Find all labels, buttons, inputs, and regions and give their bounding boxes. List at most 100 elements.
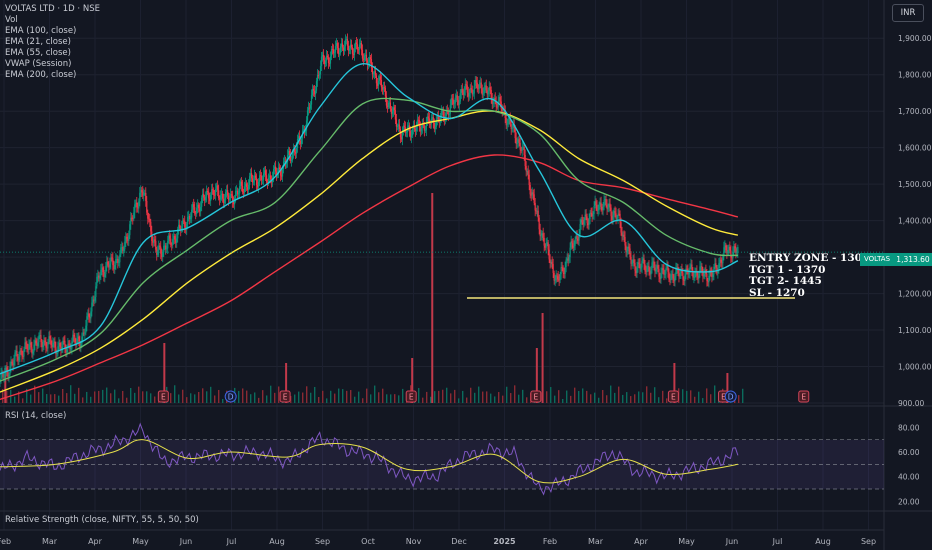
- candle-body: [143, 193, 145, 196]
- volume-bar: [570, 395, 572, 403]
- candle-body: [673, 278, 675, 282]
- volume-bar: [254, 392, 256, 403]
- currency-button[interactable]: INR: [892, 4, 924, 22]
- candle-body: [88, 313, 90, 318]
- volume-bar: [274, 392, 276, 403]
- candle-body: [105, 265, 107, 275]
- volume-bar: [586, 390, 588, 403]
- volume-bar: [638, 391, 640, 403]
- volume-bar: [566, 390, 568, 403]
- price-axis[interactable]: 1,900.00 1,800.00 1,700.00 1,600.00 1,500.00…: [898, 34, 932, 408]
- candle-body: [464, 84, 466, 91]
- volume-bar: [594, 392, 596, 403]
- rsi-ma-line[interactable]: [0, 439, 738, 484]
- candle-body: [373, 71, 376, 74]
- dividend-marker[interactable]: [224, 390, 237, 403]
- legend-ema-55[interactable]: EMA (55, close): [5, 48, 71, 58]
- candle-body: [175, 239, 177, 243]
- candle-body: [193, 204, 195, 208]
- candle-body: [473, 85, 475, 94]
- volume-spike: [541, 313, 544, 403]
- candle-body: [521, 147, 523, 151]
- volume-bar: [206, 391, 208, 403]
- ema-100-line[interactable]: [0, 110, 739, 393]
- candle-body: [383, 87, 386, 88]
- legend-vwap[interactable]: VWAP (Session): [5, 59, 72, 69]
- rsi-pane-label[interactable]: RSI (14, close): [5, 411, 67, 421]
- candle-body: [454, 97, 456, 104]
- candle-body: [214, 194, 216, 196]
- candle-body: [217, 185, 219, 191]
- candle-body: [150, 221, 152, 232]
- earnings-marker[interactable]: [667, 390, 679, 403]
- candle-body: [258, 175, 261, 182]
- candle-body: [142, 191, 144, 196]
- earnings-marker[interactable]: [279, 390, 291, 403]
- volume-bar: [682, 389, 684, 403]
- candle-body: [81, 336, 83, 345]
- candle-body: [371, 67, 374, 75]
- legend-ema-21[interactable]: EMA (21, close): [5, 37, 71, 47]
- candle-body: [377, 80, 380, 86]
- candle-body: [541, 233, 543, 236]
- candle-body: [278, 167, 281, 170]
- candle-body: [189, 216, 191, 220]
- candle-body: [117, 258, 119, 263]
- candle-body: [181, 226, 183, 231]
- volume-bar: [598, 397, 600, 403]
- candle-body: [626, 251, 628, 253]
- volume-bar: [54, 394, 56, 403]
- candle-body: [247, 186, 249, 190]
- candle-body: [492, 101, 494, 105]
- legend-volume[interactable]: Vol: [5, 15, 18, 25]
- candle-body: [639, 263, 641, 269]
- candle-body: [41, 341, 43, 348]
- candle-body: [275, 171, 278, 176]
- candle-body: [310, 95, 313, 105]
- rsi-line[interactable]: [0, 422, 739, 496]
- candle-body: [134, 204, 136, 213]
- symbol-title[interactable]: VOLTAS LTD · 1D · NSE: [5, 4, 100, 14]
- ema-55-line[interactable]: [0, 97, 738, 382]
- candle-body: [248, 184, 250, 190]
- ema-200-line[interactable]: [0, 154, 739, 401]
- volume-bar: [478, 386, 480, 403]
- candle-body: [218, 190, 220, 199]
- volume-bar: [318, 397, 320, 403]
- candle-body: [415, 126, 417, 132]
- candle-body: [357, 49, 360, 51]
- legend-ema-200[interactable]: EMA (200, close): [5, 70, 77, 80]
- note-stop-loss: SL - 1270: [749, 286, 805, 299]
- price-axis-label: 1,000.00: [898, 363, 932, 372]
- candle-body: [530, 194, 532, 196]
- volume-bar: [462, 390, 464, 403]
- candle-body: [648, 265, 650, 272]
- candle-body: [613, 211, 615, 216]
- rsi-axis[interactable]: 80.00 60.00 40.00 20.00: [898, 423, 920, 506]
- candle-body: [490, 89, 492, 99]
- price-candles: [0, 33, 739, 387]
- volume-bar: [170, 393, 172, 403]
- earnings-marker[interactable]: [405, 390, 417, 403]
- volume-bar: [370, 394, 372, 403]
- earnings-marker[interactable]: [798, 390, 810, 403]
- earnings-marker[interactable]: [530, 390, 542, 403]
- candle-body: [707, 280, 709, 283]
- dividend-marker[interactable]: [724, 390, 737, 403]
- ema-21-line[interactable]: [0, 63, 739, 375]
- candle-body: [18, 356, 20, 361]
- time-axis[interactable]: Feb Mar Apr May Jun Jul Aug Sep Oct Nov Dec 2025 Feb…: [0, 537, 876, 546]
- legend-ema-100[interactable]: EMA (100, close): [5, 26, 77, 36]
- volume-bar: [602, 390, 604, 403]
- earnings-marker[interactable]: [157, 390, 169, 403]
- volume-spike: [535, 348, 538, 403]
- volume-bar: [86, 391, 88, 403]
- relative-strength-label[interactable]: Relative Strength (close, NIFTY, 55, 5, …: [5, 515, 199, 525]
- candle-body: [523, 146, 525, 156]
- candle-body: [620, 222, 622, 233]
- volume-bar: [346, 390, 348, 403]
- candle-body: [622, 234, 624, 237]
- candle-body: [581, 219, 583, 223]
